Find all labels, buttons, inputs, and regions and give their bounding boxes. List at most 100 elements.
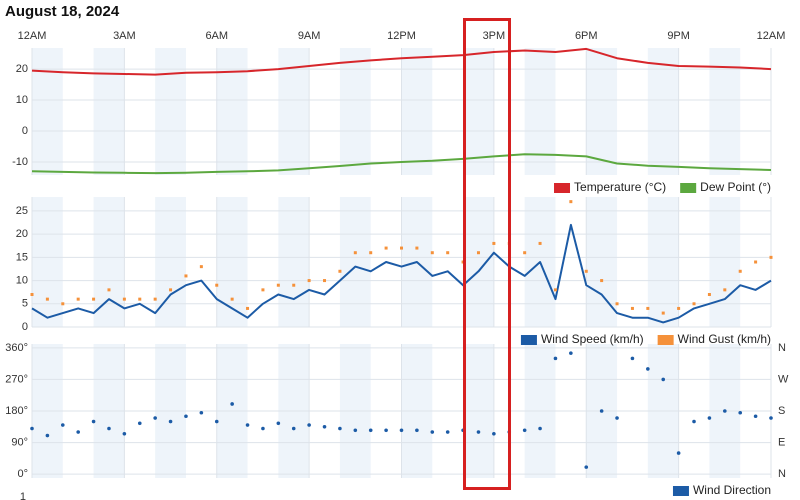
gust-marker: [184, 274, 188, 278]
plots: 12AM 3AM 6AM 9AM 12PM 3PM 6PM 9PM 12AM20100-10De…: [5, 30, 789, 500]
stripe: [401, 48, 433, 175]
stripe: [155, 48, 186, 175]
y-tick-label: 360°: [5, 342, 28, 354]
gust-marker: [769, 255, 773, 259]
stripe: [586, 197, 618, 327]
stripe: [32, 197, 63, 327]
gust-marker: [446, 251, 450, 255]
gust-marker: [153, 297, 157, 301]
series-line: [31, 223, 772, 324]
gust-marker: [30, 293, 34, 296]
legend-swatch: [657, 335, 674, 345]
point: [630, 356, 635, 361]
gust-marker: [738, 269, 742, 273]
y-tick-label: -10: [12, 156, 28, 168]
gust-marker: [646, 306, 650, 310]
gust-marker: [76, 297, 80, 301]
gust-marker: [600, 279, 604, 283]
point: [476, 430, 481, 434]
y-tick-label: 90°: [11, 436, 28, 448]
x-tick-label: 9AM: [298, 30, 321, 42]
stripe: [339, 48, 371, 175]
point: [522, 428, 527, 433]
gust-marker: [246, 306, 250, 310]
legend-label: Temperature (°C): [574, 180, 666, 194]
point: [661, 377, 666, 382]
point: [137, 421, 142, 426]
x-tick-label: 6AM: [205, 30, 228, 42]
y2-tick-label: S: [778, 405, 785, 417]
series-line: [31, 47, 772, 76]
gust-marker: [754, 260, 758, 264]
x-tick-label: 3AM: [113, 30, 136, 42]
point: [214, 419, 219, 424]
point: [676, 451, 681, 455]
point: [322, 424, 327, 429]
point: [399, 428, 404, 433]
legend-swatch: [680, 183, 697, 193]
stripe: [463, 197, 494, 327]
point: [492, 432, 496, 436]
y2-tick-label: N: [778, 342, 786, 354]
point: [769, 416, 773, 420]
stripe: [339, 197, 371, 327]
gust-marker: [523, 251, 527, 255]
gust-marker: [615, 302, 619, 306]
legend-label: Dew Point (°): [700, 180, 771, 194]
stripe: [216, 48, 248, 175]
y-tick-label: 1: [20, 491, 26, 500]
point: [276, 421, 281, 426]
point: [45, 433, 50, 438]
gust-marker: [369, 251, 373, 255]
gust-marker: [215, 283, 219, 287]
y-tick-label: 20: [16, 63, 28, 75]
gust-marker: [384, 246, 388, 250]
point: [368, 428, 373, 433]
point: [584, 465, 589, 469]
point: [615, 416, 619, 420]
y-tick-label: 25: [16, 205, 28, 217]
gust-marker: [323, 279, 327, 283]
point: [30, 426, 34, 431]
stripe: [155, 197, 186, 327]
point: [307, 423, 311, 427]
point: [199, 410, 204, 415]
gust-marker: [569, 200, 573, 204]
gust-marker: [553, 288, 557, 292]
gust-marker: [415, 246, 419, 250]
gust-marker: [492, 241, 496, 245]
x-tick-label: 12PM: [387, 30, 416, 42]
point: [76, 430, 80, 434]
point: [646, 367, 650, 371]
y-tick-label: 10: [16, 274, 28, 286]
y-tick-label: 180°: [5, 405, 28, 417]
gust-marker: [169, 288, 173, 292]
legend-label: Wind Direction: [693, 483, 771, 497]
gust-marker: [338, 269, 342, 273]
gust-marker: [261, 288, 265, 292]
stripe: [93, 197, 125, 327]
background: [31, 48, 772, 478]
point: [230, 402, 234, 406]
stripe: [524, 48, 556, 175]
point: [245, 423, 250, 427]
gust-marker: [584, 269, 588, 273]
point: [60, 423, 65, 427]
series-line: [31, 153, 772, 175]
point: [153, 416, 157, 420]
gust-marker: [138, 297, 142, 301]
point: [184, 414, 188, 419]
point: [353, 428, 358, 433]
legend-swatch: [554, 183, 571, 193]
y-tick-label: 20: [16, 228, 28, 240]
y-tick-label: 0: [22, 321, 28, 333]
gust-marker: [307, 279, 311, 283]
gust-marker: [692, 302, 696, 306]
point: [753, 414, 758, 419]
y-tick-label: 270°: [5, 373, 28, 385]
y2-tick-label: W: [778, 373, 789, 385]
point: [569, 351, 573, 355]
point: [738, 410, 743, 415]
gust-marker: [92, 297, 96, 301]
point: [338, 426, 342, 431]
